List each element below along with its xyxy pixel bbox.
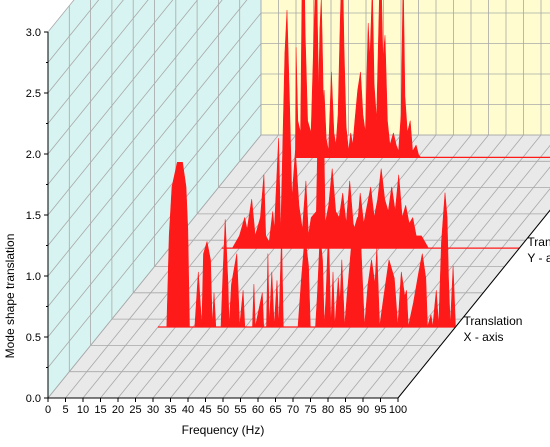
x-tick-label: 40 [182,404,194,416]
x-tick-label: 55 [234,404,246,416]
x-tick-label: 35 [164,404,176,416]
x-tick-label: 10 [77,404,89,416]
x-tick-label: 75 [304,404,316,416]
x-tick-label: 50 [217,404,229,416]
x-tick-label: 85 [339,404,351,416]
y-tick-label: 0.0 [26,393,41,405]
y-tick-label: 3.0 [26,27,41,39]
x-tick-label: 95 [374,404,386,416]
y-tick-label: 2.0 [26,149,41,161]
y-tick-label: 2.5 [26,88,41,100]
y-axis-label: Mode shape translation [3,234,17,359]
x-tick-label: 25 [129,404,141,416]
x-tick-label: 60 [252,404,264,416]
x-tick-label: 90 [357,404,369,416]
x-tick-label: 0 [45,404,51,416]
x-tick-label: 30 [147,404,159,416]
x-tick-label: 20 [112,404,124,416]
x-axis-label: Frequency (Hz) [182,423,265,437]
y-tick-label: 1.0 [26,271,41,283]
x-tick-label: 80 [322,404,334,416]
x-tick-label: 70 [287,404,299,416]
y-tick-label: 0.5 [26,332,41,344]
x-tick-label: 15 [94,404,106,416]
x-tick-label: 65 [269,404,281,416]
series-label-2: Y - axis [527,251,550,265]
series-label-2: Translation [527,235,550,249]
x-tick-label: 45 [199,404,211,416]
series-label-1: Translation [464,314,523,328]
x-tick-label: 5 [62,404,68,416]
series-label-1: X - axis [464,330,504,344]
x-tick-label: 100 [389,404,407,416]
y-tick-label: 1.5 [26,210,41,222]
